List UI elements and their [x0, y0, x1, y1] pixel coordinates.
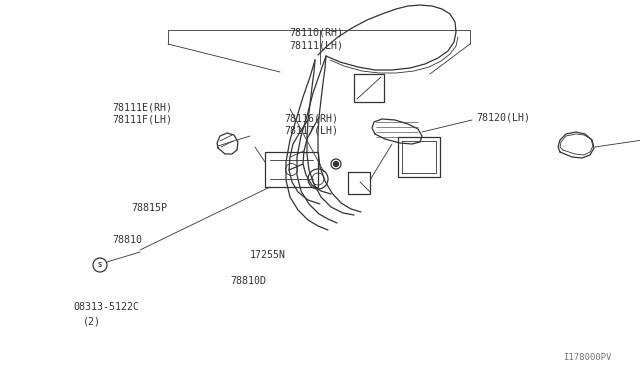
Text: 78111E(RH)
78111F(LH): 78111E(RH) 78111F(LH): [112, 102, 172, 125]
Text: 78110(RH)
78111(LH): 78110(RH) 78111(LH): [290, 28, 344, 50]
Text: 78810D: 78810D: [230, 276, 266, 286]
Text: 17255N: 17255N: [250, 250, 285, 260]
Text: I178000PV: I178000PV: [563, 353, 611, 362]
Text: 78815P: 78815P: [131, 203, 167, 213]
Circle shape: [333, 161, 339, 167]
Text: 78120(LH): 78120(LH): [477, 112, 531, 122]
Text: 08313-5122C: 08313-5122C: [74, 302, 140, 312]
Text: (2): (2): [83, 317, 101, 327]
Text: 78116(RH)
78117(LH): 78116(RH) 78117(LH): [285, 113, 339, 136]
Text: S: S: [98, 262, 102, 268]
Text: 78810: 78810: [112, 235, 142, 245]
